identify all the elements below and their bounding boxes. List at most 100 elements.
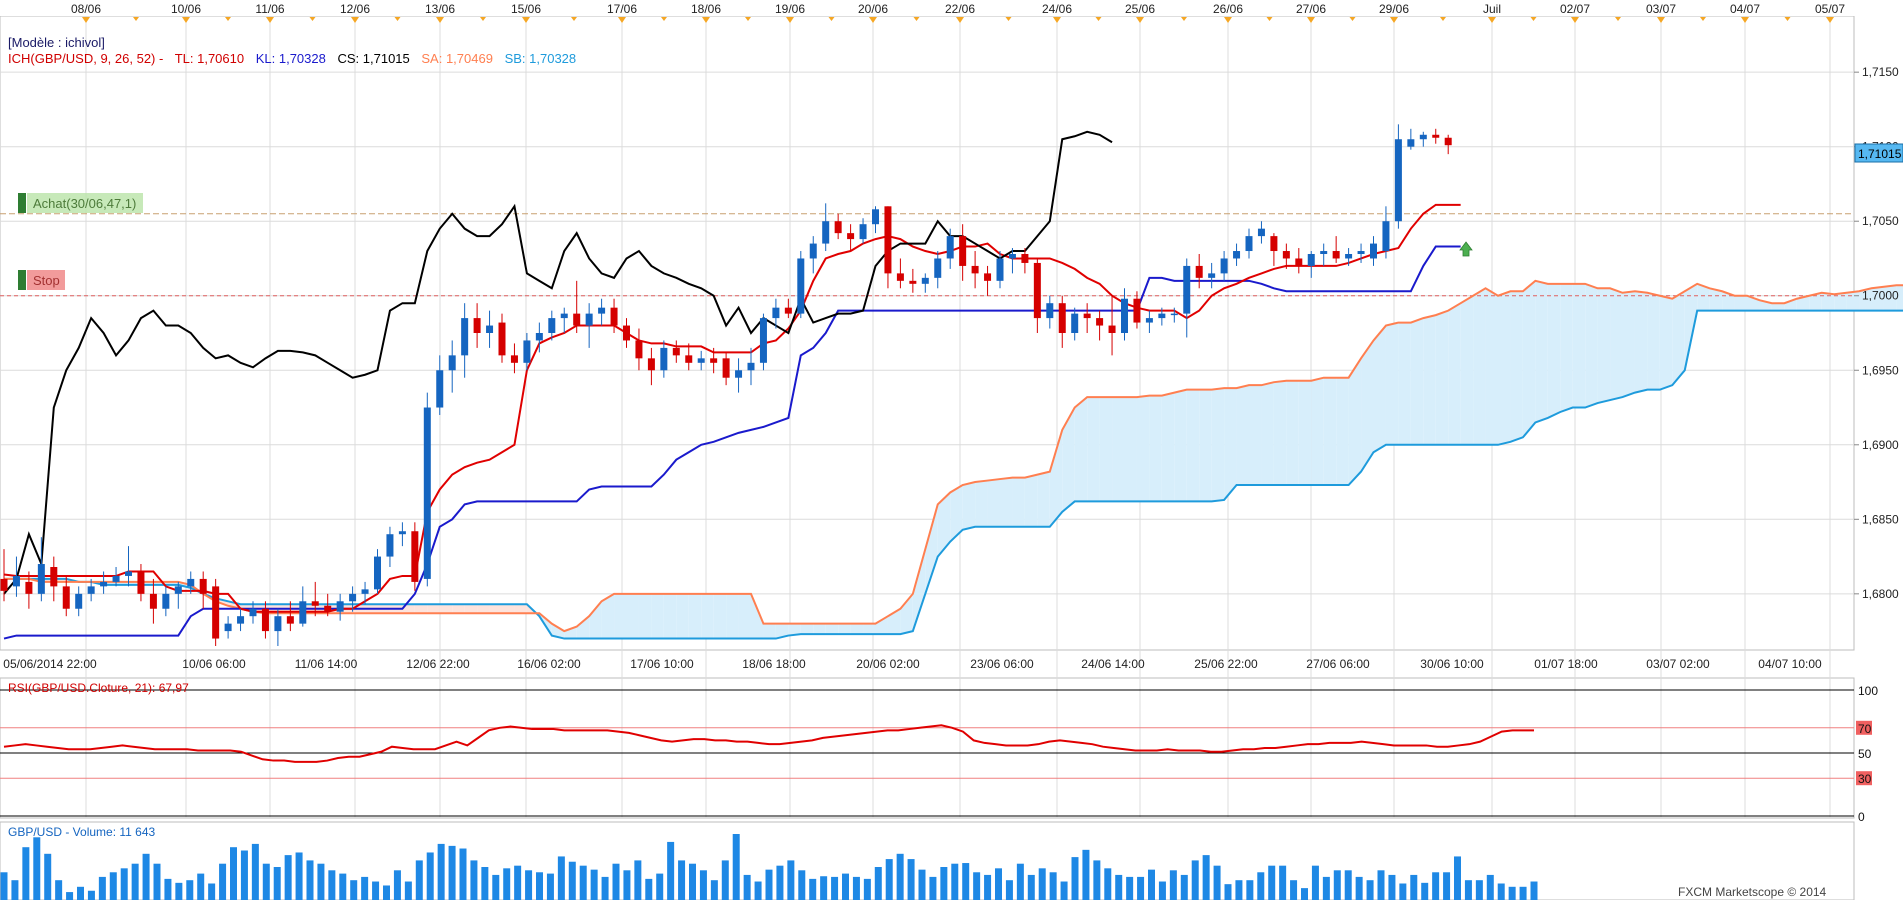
volume-bar	[492, 874, 500, 900]
cloud-segment	[1136, 395, 1150, 502]
volume-bar	[393, 870, 401, 900]
volume-bar	[1016, 863, 1024, 900]
cloud-segment	[1896, 285, 1903, 311]
cloud-segment	[863, 623, 876, 635]
top-axis-label: Juil	[1483, 2, 1501, 16]
top-axis-minor-marker	[1615, 17, 1621, 21]
cloud-segment	[1672, 291, 1685, 386]
bottom-time-axis: 05/06/2014 22:00 10/06 06:00 11/06 14:00 12…	[3, 657, 1822, 671]
volume-bar	[87, 890, 95, 900]
cloud-segment	[975, 480, 988, 527]
volume-bar	[361, 876, 369, 900]
cloud-segment	[489, 604, 502, 614]
volume-bar	[885, 859, 893, 900]
cloud-segment	[1112, 397, 1125, 502]
volume-bar	[1421, 882, 1429, 900]
volume-bar	[1530, 881, 1538, 900]
candle-up	[374, 556, 381, 590]
candle-up	[436, 370, 444, 408]
senkou-span-b-line	[4, 309, 1903, 640]
bottom-axis-label: 27/06 06:00	[1306, 657, 1370, 671]
top-axis-label: 24/06	[1042, 2, 1072, 16]
top-axis-minor-marker	[480, 17, 486, 21]
volume-bar	[1475, 880, 1483, 900]
cloud-segment	[1498, 291, 1511, 445]
price-tick-label: 1,7150	[1862, 65, 1899, 79]
cloud-segment	[1784, 298, 1797, 311]
candle-down	[1332, 251, 1340, 259]
rsi-series	[0, 689, 1854, 817]
volume-bar	[514, 865, 522, 900]
bottom-axis-label: 23/06 06:00	[970, 657, 1034, 671]
volume-bar	[787, 860, 795, 900]
cloud-segment	[726, 593, 739, 639]
candle-down	[411, 531, 419, 582]
cloud-segment	[1522, 280, 1536, 438]
candle-up	[859, 224, 867, 240]
cloud-segment	[1236, 385, 1249, 486]
rsi-panel[interactable]	[0, 677, 1855, 819]
volume-bar	[579, 865, 587, 900]
top-axis-label: 29/06	[1379, 2, 1409, 16]
stop-text: Stop	[33, 273, 60, 288]
candle-down	[722, 358, 730, 378]
candle-up	[1370, 243, 1377, 259]
volume-bar	[306, 860, 314, 900]
legend-sb: SB: 1,70328	[505, 51, 577, 66]
top-axis-minor-marker	[309, 17, 316, 21]
volume-bar	[1508, 886, 1516, 900]
cloud-segment	[1074, 397, 1088, 502]
candle-down	[261, 608, 269, 632]
top-axis-marker	[786, 17, 794, 23]
volume-bar	[142, 853, 150, 900]
cloud-segment	[1410, 318, 1424, 445]
candle-up	[735, 370, 743, 378]
top-axis-minor-marker	[1095, 17, 1102, 21]
top-axis-label: 08/06	[71, 2, 101, 16]
top-axis-label: 20/06	[858, 2, 888, 16]
cloud-segment	[414, 604, 428, 614]
candle-up	[1008, 254, 1016, 259]
cloud-segment	[1560, 283, 1573, 412]
top-axis-minor-marker	[1530, 17, 1537, 21]
cloud-segment	[900, 593, 913, 635]
volume-bar	[22, 847, 30, 900]
volume-bar	[219, 863, 227, 900]
legend-ich: ICH(GBP/USD, 9, 26, 52) -	[8, 51, 163, 66]
top-axis-label: 26/06	[1213, 2, 1243, 16]
candle-up	[585, 313, 593, 326]
kijun-sen-line	[3, 245, 1461, 640]
top-axis-minor-marker	[225, 17, 231, 21]
volume-bar	[437, 843, 445, 900]
stop-label[interactable]: Stop	[18, 270, 65, 290]
candle-down	[610, 307, 618, 326]
volume-bar	[208, 883, 216, 900]
candle-down	[324, 605, 332, 612]
candle-down	[1033, 262, 1041, 319]
candle-up	[423, 407, 431, 579]
candle-up	[125, 571, 132, 576]
volume-bar	[1355, 876, 1363, 900]
candle-down	[311, 601, 319, 606]
volume-bar	[55, 880, 63, 900]
volume-bar	[918, 869, 926, 900]
bottom-axis-label: 30/06 10:00	[1420, 657, 1484, 671]
cloud-segment	[751, 593, 764, 639]
cloud-segment	[663, 593, 677, 639]
bottom-axis-label: 17/06 10:00	[630, 657, 694, 671]
candle-up	[946, 236, 954, 259]
achat-label[interactable]: Achat(30/06,47,1)	[18, 193, 143, 213]
volume-bar	[1464, 880, 1472, 900]
cloud-segment	[1622, 291, 1635, 398]
candle-up	[1419, 134, 1427, 140]
top-axis-minor-marker	[1349, 17, 1356, 21]
top-axis-minor-marker	[828, 17, 835, 21]
cloud-segment	[987, 479, 1000, 527]
volume-bar	[896, 853, 904, 900]
candle-down	[635, 340, 643, 359]
credit-text: FXCM Marketscope © 2014	[1678, 885, 1827, 899]
ichimoku-legend: ICH(GBP/USD, 9, 26, 52) - TL: 1,70610 KL…	[8, 51, 576, 66]
cloud-segment	[1684, 283, 1698, 371]
top-axis-marker	[869, 17, 877, 23]
